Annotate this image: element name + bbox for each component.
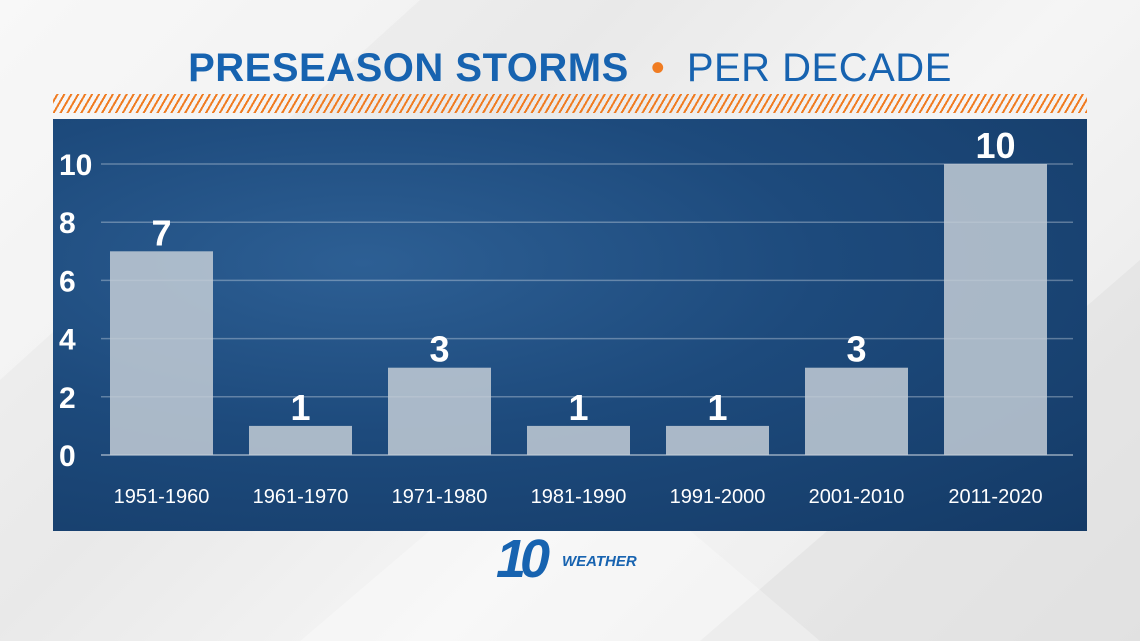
y-tick-label: 4 xyxy=(59,324,76,357)
x-tick-label: 1971-1980 xyxy=(392,486,488,508)
logo-word: WEATHER xyxy=(562,553,637,570)
bar-value-label: 1 xyxy=(707,387,727,428)
bar xyxy=(944,164,1047,455)
x-tick-label: 1951-1960 xyxy=(114,486,210,508)
bar-value-label: 3 xyxy=(846,329,866,370)
bar-value-label: 7 xyxy=(151,212,171,253)
bar xyxy=(110,251,213,455)
chart-title: PRESEASON STORMS • PER DECADE xyxy=(0,40,1140,96)
y-tick-label: 10 xyxy=(59,149,92,182)
bar-chart: 0 2 4 6 8 10 7 1951-1960 1 1961-1970 3 1971-1980 1 19… xyxy=(59,125,1073,508)
chart-panel: 0 2 4 6 8 10 7 1951-1960 1 1961-1970 3 1971-1980 1 19… xyxy=(53,119,1087,531)
x-tick-label: 1961-1970 xyxy=(253,486,349,508)
title-sub: PER DECADE xyxy=(686,46,952,90)
bar-value-label: 1 xyxy=(290,387,310,428)
station-logo: 10 WEATHER xyxy=(496,531,656,587)
x-tick-label: 1991-2000 xyxy=(670,486,766,508)
title-main: PRESEASON STORMS xyxy=(188,46,629,90)
bar xyxy=(249,425,352,455)
bar xyxy=(805,367,908,455)
y-tick-label: 0 xyxy=(59,440,76,473)
y-tick-label: 8 xyxy=(59,207,76,240)
logo-number: 10 xyxy=(496,529,550,589)
bar-value-label: 10 xyxy=(975,125,1015,166)
bar xyxy=(527,425,630,455)
x-tick-label: 1981-1990 xyxy=(531,486,627,508)
orange-hatch-stripe xyxy=(53,94,1087,113)
bar-value-label: 1 xyxy=(568,387,588,428)
bar-value-label: 3 xyxy=(429,329,449,370)
y-tick-label: 2 xyxy=(59,382,76,415)
y-tick-label: 6 xyxy=(59,265,76,298)
bar xyxy=(388,367,491,455)
title-separator: • xyxy=(650,46,665,90)
x-tick-label: 2001-2010 xyxy=(809,486,905,508)
x-tick-label: 2011-2020 xyxy=(948,486,1042,508)
bar xyxy=(666,425,769,455)
